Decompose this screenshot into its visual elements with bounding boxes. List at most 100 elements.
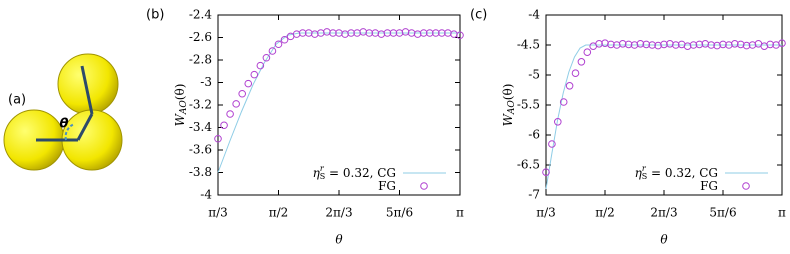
- y-tick-label: -7: [528, 188, 540, 202]
- label-part: (θ): [501, 84, 515, 101]
- y-tick-label: -3.6: [189, 143, 212, 157]
- fg-point: [666, 40, 674, 48]
- fg-point: [323, 28, 331, 36]
- panel-label: (c): [470, 8, 487, 23]
- fg-point: [648, 41, 657, 49]
- fg-point: [244, 79, 253, 88]
- y-axis-label: WAO(θ): [173, 84, 189, 127]
- y-axis-label: WAO(θ): [501, 84, 517, 127]
- fg-point: [432, 29, 440, 37]
- legend-swatch: [420, 182, 428, 190]
- fg-point: [298, 29, 307, 37]
- legend-label: ηr S = 0.32, CG: [313, 164, 396, 181]
- x-tick-label: π/3: [208, 206, 228, 220]
- fg-point: [725, 41, 733, 49]
- label-part: η: [635, 166, 643, 180]
- y-tick-label: -4: [200, 188, 212, 202]
- bond: [76, 113, 94, 141]
- fg-point: [542, 168, 550, 176]
- fg-point: [262, 53, 271, 62]
- fg-point: [778, 39, 786, 48]
- fg-point: [654, 41, 662, 50]
- fg-point: [742, 41, 751, 50]
- fg-point: [274, 40, 283, 49]
- fg-point: [583, 48, 592, 57]
- y-tick-label: -3.2: [189, 98, 212, 112]
- fg-point: [671, 41, 680, 49]
- x-tick-label: 5π/6: [386, 206, 413, 220]
- panel-label: (a): [8, 93, 26, 108]
- x-axis-label: θ: [335, 233, 343, 247]
- label-part: W: [501, 112, 515, 126]
- bond: [80, 65, 94, 115]
- fg-point: [280, 35, 289, 44]
- fg-point: [683, 42, 692, 51]
- fg-point: [642, 40, 651, 49]
- x-tick-label: π: [456, 206, 464, 220]
- fg-point: [577, 58, 586, 66]
- fg-point: [607, 40, 615, 49]
- fg-point: [553, 118, 562, 126]
- sphere: [57, 53, 119, 115]
- x-tick-label: 2π/3: [325, 206, 352, 220]
- label-part: AO: [179, 100, 189, 115]
- x-tick-label: 2π/3: [650, 206, 677, 220]
- fg-point: [383, 29, 392, 37]
- fg-point: [214, 134, 222, 143]
- fg-point: [220, 121, 228, 130]
- fg-point: [730, 40, 739, 48]
- fg-point: [689, 41, 698, 49]
- fg-point: [425, 29, 434, 37]
- fg-point: [389, 29, 398, 37]
- panel-label: (b): [146, 8, 164, 23]
- legend-label: FG: [700, 179, 718, 193]
- label-part: CG: [699, 166, 718, 180]
- fg-point: [695, 40, 704, 49]
- x-tick-label: π/2: [269, 206, 289, 220]
- x-tick-label: 5π/6: [709, 206, 736, 220]
- fg-point: [701, 40, 710, 48]
- x-tick-label: π/2: [595, 206, 615, 220]
- x-axis-label: θ: [660, 233, 668, 247]
- fg-point: [359, 28, 367, 36]
- fg-point: [595, 40, 603, 48]
- y-tick-label: -2.4: [189, 8, 213, 22]
- diagram: θ (a): [3, 53, 123, 171]
- fg-point: [419, 29, 428, 37]
- fg-point: [630, 41, 639, 49]
- angle-label: θ: [60, 117, 69, 132]
- fg-point: [256, 61, 265, 70]
- y-tick-label: -3.8: [189, 165, 212, 179]
- label-part: AO: [507, 100, 517, 115]
- y-tick-label: -5.5: [517, 98, 540, 112]
- fg-point: [713, 41, 721, 50]
- y-tick-label: -2.6: [189, 30, 212, 44]
- fg-point: [624, 40, 633, 49]
- label-part: W: [173, 112, 187, 126]
- fg-point: [438, 29, 446, 37]
- fg-point: [268, 47, 277, 55]
- fg-point: [660, 40, 668, 49]
- fg-point: [450, 30, 458, 38]
- fg-point: [347, 29, 355, 37]
- fg-point: [341, 30, 349, 38]
- fg-point: [456, 31, 464, 40]
- fg-point: [365, 29, 374, 37]
- fg-point: [571, 69, 580, 77]
- label-part: η: [313, 166, 321, 180]
- label-part: S: [642, 172, 647, 181]
- fg-point: [601, 39, 609, 48]
- y-tick-label: -4.5: [517, 38, 540, 52]
- fg-point: [377, 30, 386, 38]
- fg-point: [226, 110, 234, 118]
- fg-point: [329, 29, 337, 37]
- fg-point: [250, 70, 259, 79]
- fg-point: [736, 40, 745, 49]
- label-part: r: [320, 164, 325, 173]
- label-part: (θ): [173, 84, 187, 101]
- fg-point: [766, 40, 775, 49]
- y-tick-label: -3: [200, 75, 212, 89]
- label-part: = 0.32,: [325, 166, 377, 180]
- fg-point: [707, 41, 716, 49]
- y-tick-label: -6.5: [517, 158, 540, 172]
